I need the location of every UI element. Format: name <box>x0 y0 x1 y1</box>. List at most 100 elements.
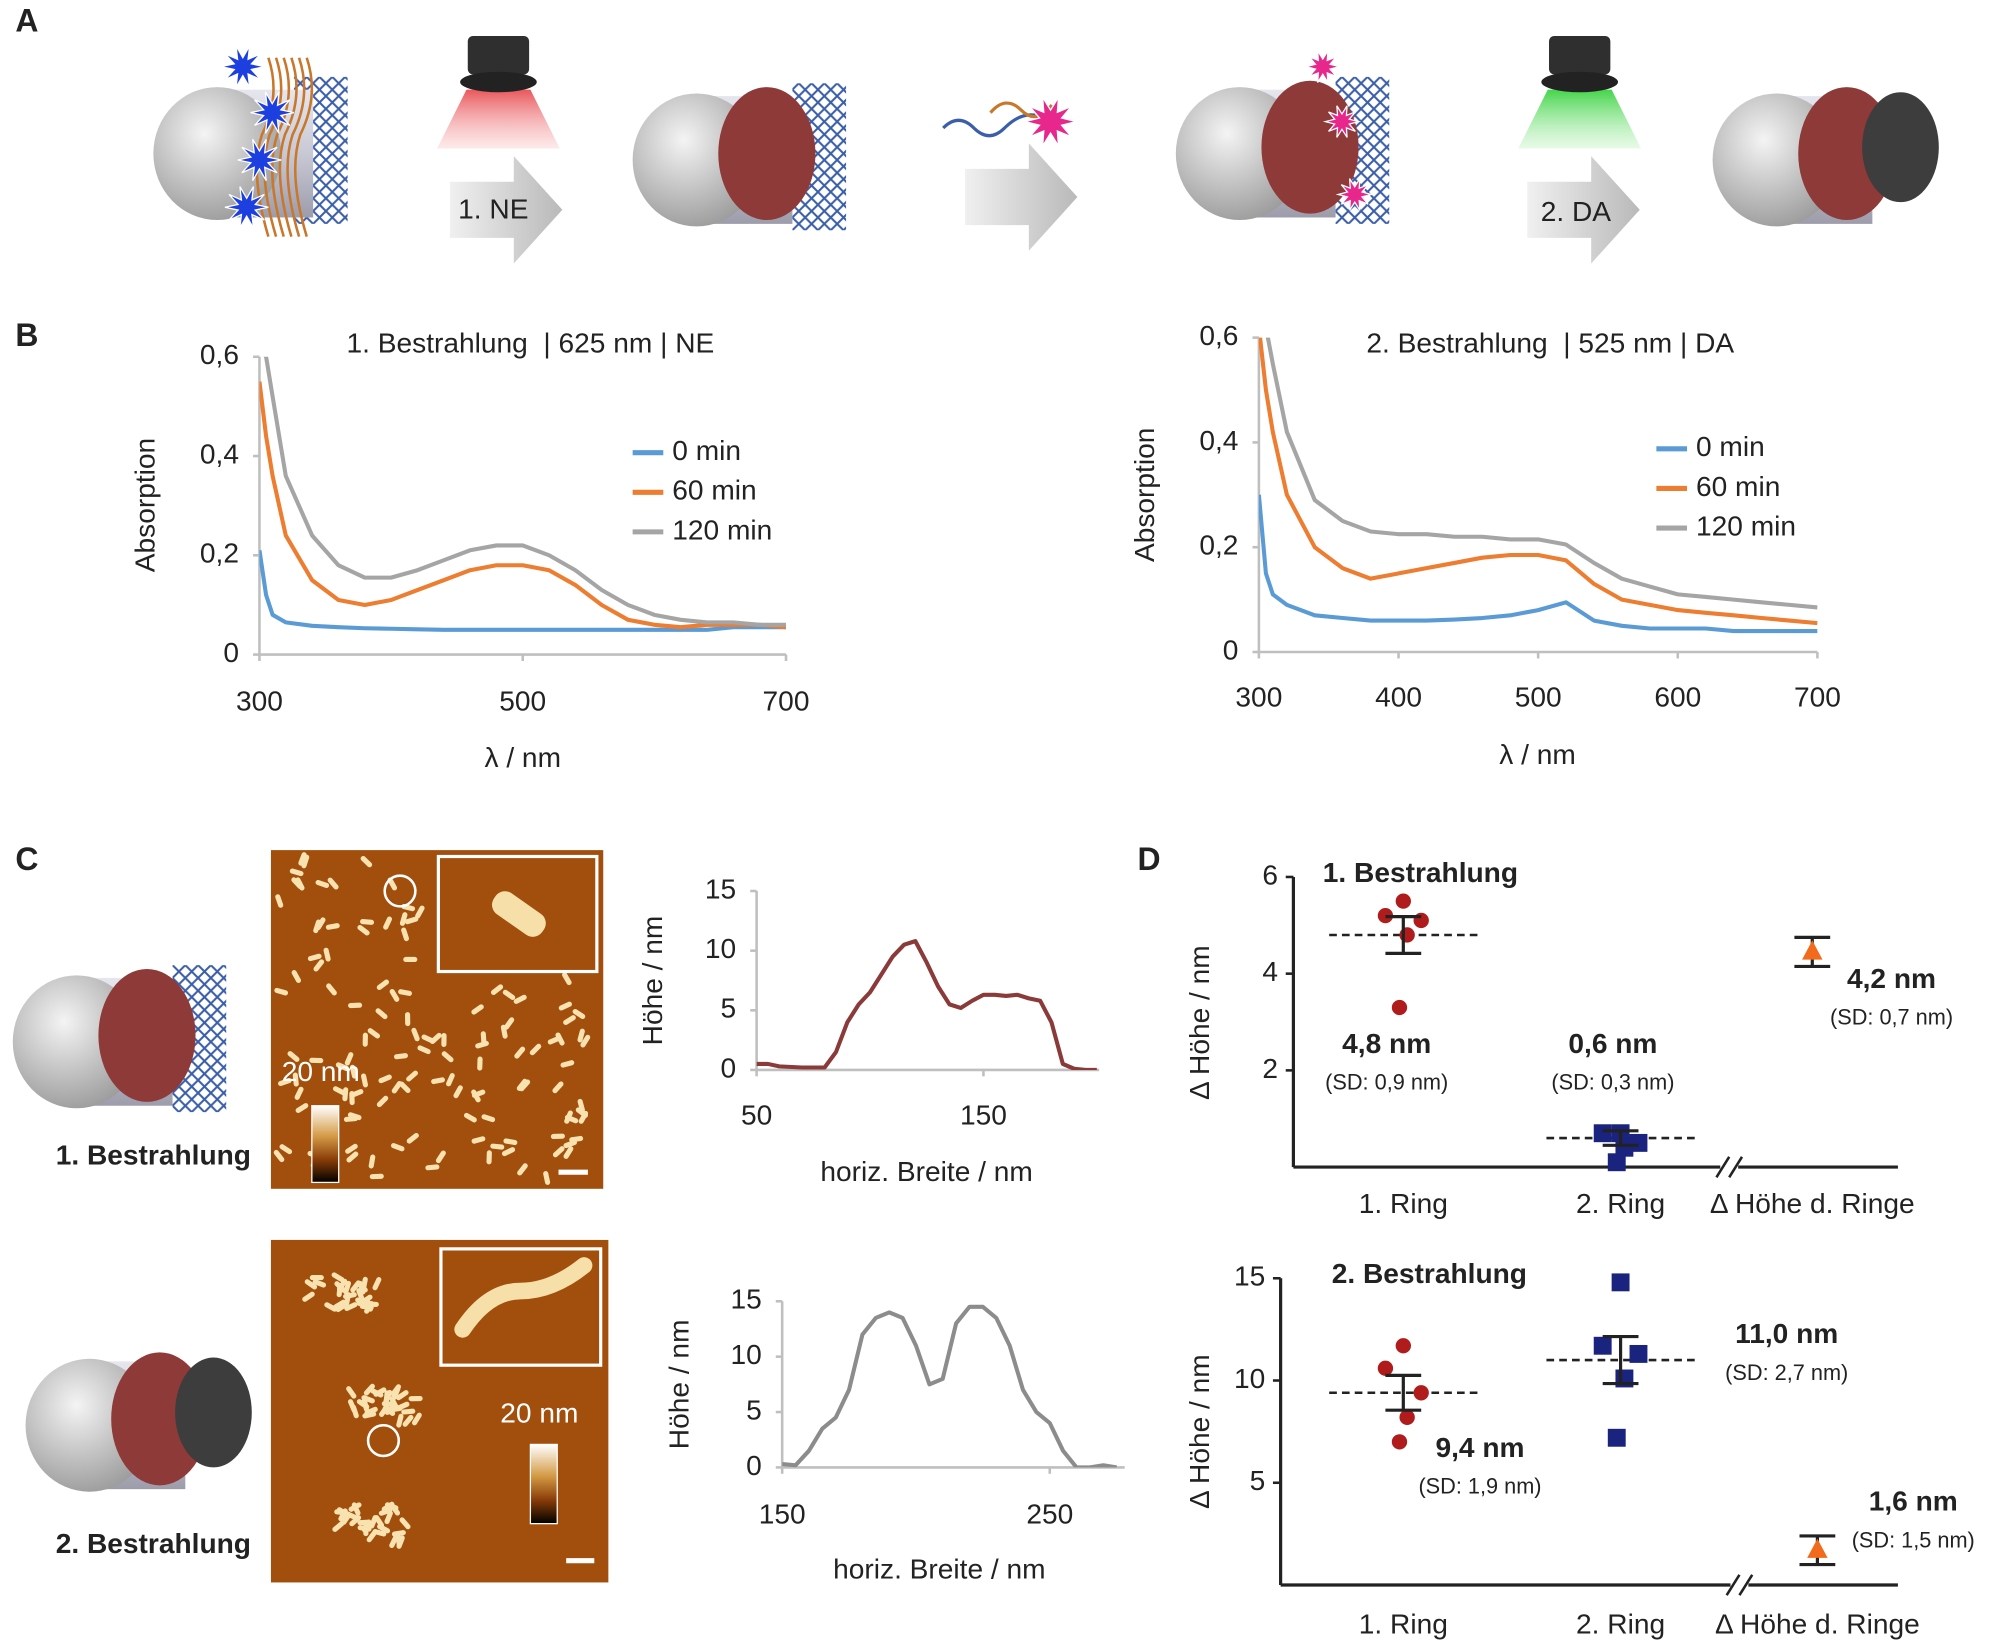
afm-particle <box>403 956 418 963</box>
afm-colorbar <box>529 1443 558 1525</box>
afm-particle <box>335 1062 350 1072</box>
afm-particle <box>501 1147 516 1157</box>
afm-particle <box>361 1395 375 1404</box>
x-tick-label: 700 <box>763 686 810 717</box>
afm-particle <box>404 916 419 925</box>
afm-particle <box>401 927 409 942</box>
afm-particle <box>560 1060 575 1068</box>
afm-particle <box>369 1173 384 1180</box>
afm-particle <box>361 1073 369 1088</box>
x-tick-label: 2. Ring <box>1576 1188 1665 1219</box>
y-tick-label: 0 <box>1223 634 1239 665</box>
afm-particle <box>399 1081 411 1093</box>
afm-particle <box>563 1015 576 1026</box>
lamp-body <box>1549 35 1611 75</box>
data-point <box>1593 1336 1612 1355</box>
afm-particle <box>390 1384 402 1397</box>
afm-particle <box>577 1028 585 1043</box>
afm-scale-label: 20 nm <box>282 1056 360 1087</box>
data-point <box>1391 999 1408 1016</box>
afm-highlight <box>366 1423 401 1458</box>
dye-star <box>237 138 282 181</box>
afm-particle <box>349 1064 358 1079</box>
ring-2 <box>1862 92 1939 203</box>
afm-particle <box>356 1288 365 1302</box>
afm-particle <box>369 1515 378 1529</box>
legend-label: 0 min <box>1696 431 1765 462</box>
afm-particle <box>363 1383 375 1396</box>
afm-particle <box>336 1278 348 1292</box>
strand <box>942 113 1036 138</box>
afm-highlight <box>383 874 417 908</box>
data-point <box>1607 1428 1626 1447</box>
afm-particle <box>289 868 304 877</box>
afm-particle <box>275 894 284 908</box>
afm-particle <box>384 1510 393 1525</box>
annotation-sd: (SD: 1,5 nm) <box>1852 1527 1975 1552</box>
afm-particle <box>408 1395 423 1402</box>
afm-particle <box>313 959 325 972</box>
afm-particle <box>552 1081 564 1094</box>
afm-particle <box>309 1275 324 1281</box>
x-tick-label: 700 <box>1794 682 1841 713</box>
afm-particle <box>294 1086 304 1100</box>
error-bar <box>1602 1129 1639 1147</box>
afm-particle <box>298 852 307 866</box>
data-point <box>1593 1124 1612 1143</box>
afm-particle <box>295 1103 309 1113</box>
afm-particle <box>391 1530 406 1537</box>
afm-particle <box>344 1302 358 1311</box>
afm-particle <box>435 1150 446 1164</box>
afm-particle <box>301 854 310 869</box>
afm-particle <box>477 1056 483 1071</box>
strand <box>293 57 314 238</box>
annotation-sd: (SD: 2,7 nm) <box>1725 1360 1848 1385</box>
afm-particle <box>417 1045 431 1055</box>
x-tick-label: 150 <box>759 1498 806 1529</box>
afm-particle <box>463 1112 477 1123</box>
lamp-rim <box>1541 71 1619 93</box>
mean-marker <box>1807 1538 1828 1558</box>
afm-particle <box>346 1151 359 1163</box>
afm-particle <box>453 1085 463 1099</box>
y-axis-label: Absorption <box>129 438 160 572</box>
strand <box>255 57 275 238</box>
y-tick-label: 0,2 <box>1199 530 1238 561</box>
afm-particle <box>389 989 400 1002</box>
afm-particle <box>372 1529 387 1537</box>
afm-particle <box>513 994 527 1004</box>
afm-particle <box>307 953 322 962</box>
x-tick-label: Δ Höhe d. Ringe <box>1715 1608 1920 1639</box>
y-tick-label: 0,6 <box>1199 320 1238 351</box>
afm-particle <box>411 1412 422 1426</box>
afm-particle <box>357 924 370 936</box>
dye-star <box>1024 97 1077 147</box>
dye-star <box>220 45 265 88</box>
y-tick-label: 10 <box>1234 1363 1265 1394</box>
x-tick-label: 50 <box>741 1100 772 1131</box>
legend-label: 60 min <box>672 475 756 506</box>
afm-particle <box>577 1098 585 1113</box>
afm-particle <box>490 1143 505 1150</box>
strand <box>286 57 306 238</box>
afm-particle <box>580 1034 591 1048</box>
afm-particle <box>323 947 331 962</box>
x-tick-label: 500 <box>499 686 546 717</box>
afm-particle <box>569 1135 584 1143</box>
afm-particle <box>336 1507 350 1518</box>
annotation-value: 11,0 nm <box>1735 1318 1838 1349</box>
afm-particle <box>346 1386 357 1399</box>
origami-cap <box>153 87 282 221</box>
afm-particle <box>364 1301 374 1314</box>
afm-particle <box>279 1144 293 1155</box>
legend-label: 0 min <box>672 435 741 466</box>
afm-particle <box>562 972 572 986</box>
dye-star <box>1303 50 1342 83</box>
data-point <box>1629 1133 1648 1152</box>
afm-particle <box>332 1521 345 1532</box>
x-tick-label: 600 <box>1654 682 1701 713</box>
y-tick-label: 0,6 <box>200 339 239 370</box>
legend-label: 120 min <box>672 514 772 545</box>
strand <box>263 57 283 238</box>
strand <box>278 57 298 238</box>
